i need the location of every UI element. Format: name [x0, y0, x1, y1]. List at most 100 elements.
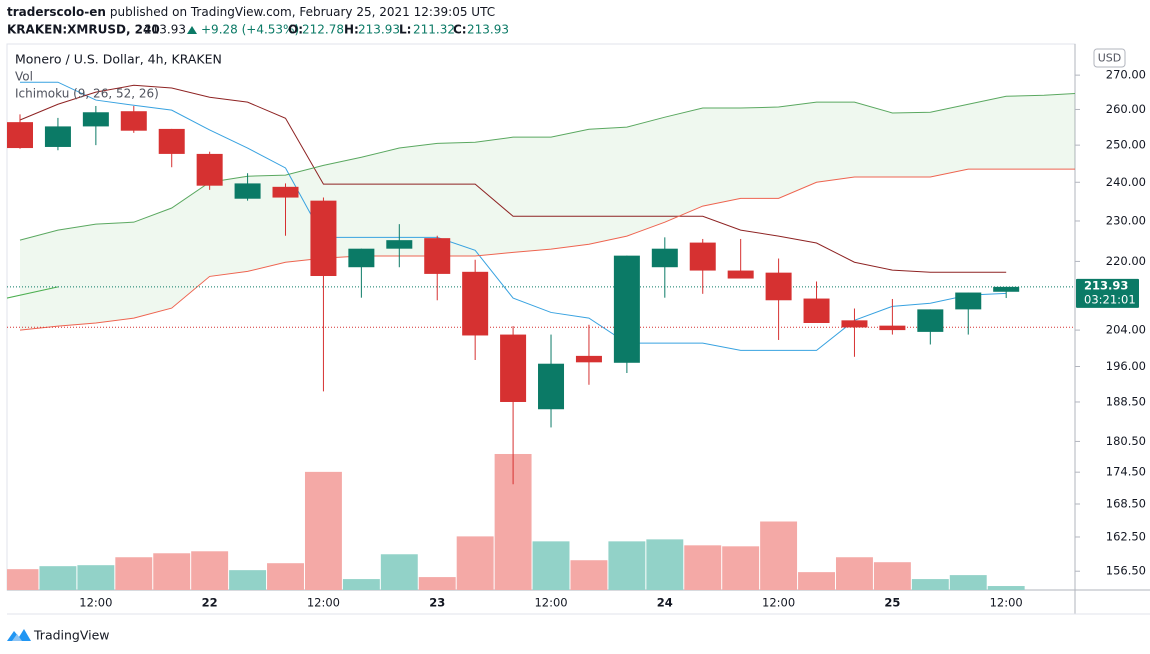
- volume-bar: [608, 541, 646, 590]
- volume-bar: [684, 545, 722, 590]
- volume-bar: [911, 579, 949, 590]
- x-tick-label: 24: [657, 596, 673, 610]
- volume-bar: [7, 569, 39, 590]
- candle-body: [993, 286, 1020, 292]
- y-tick-label: 260.00: [1106, 102, 1146, 116]
- ohlc-value: 213.93: [467, 23, 509, 37]
- currency-label[interactable]: USD: [1098, 52, 1122, 65]
- ichimoku-line: [7, 286, 59, 299]
- x-tick-label: 22: [202, 596, 218, 610]
- y-tick-label: 270.00: [1106, 68, 1146, 82]
- author: traderscolo-en: [7, 5, 106, 19]
- ohlc-value: 211.32: [413, 23, 455, 37]
- candle-body: [917, 309, 944, 332]
- volume-bar: [646, 539, 684, 590]
- ohlc-label: H:: [344, 23, 359, 37]
- x-tick-label: 23: [429, 596, 445, 610]
- y-tick-label: 230.00: [1106, 213, 1146, 227]
- candle-body: [120, 111, 147, 131]
- volume-bar: [304, 471, 342, 590]
- header-line: traderscolo-en published on TradingView.c…: [7, 5, 495, 19]
- volume-bar: [39, 566, 77, 590]
- y-tick-label: 240.00: [1106, 175, 1146, 189]
- volume-bar: [418, 577, 456, 590]
- x-tick-label: 25: [884, 596, 900, 610]
- y-tick-label: 188.50: [1106, 394, 1146, 408]
- volume-bar: [798, 572, 835, 590]
- candle-body: [727, 270, 754, 279]
- indicator-label: Ichimoku (9, 26, 52, 26): [15, 87, 159, 101]
- candle-body: [7, 122, 33, 149]
- volume-bar: [342, 579, 380, 590]
- ichimoku-line: [19, 84, 1007, 273]
- x-tick-label: 12:00: [534, 596, 567, 610]
- y-tick-label: 174.50: [1106, 465, 1146, 479]
- ichimoku-cloud: [20, 93, 1075, 331]
- x-tick-label: 12:00: [990, 596, 1023, 610]
- ohlc-label: O:: [288, 23, 303, 37]
- chart-title: Monero / U.S. Dollar, 4h, KRAKEN: [15, 52, 222, 67]
- candle-body: [386, 240, 413, 249]
- ichimoku-line: [19, 93, 1075, 241]
- up-arrow: [187, 26, 197, 34]
- volume-bar: [456, 536, 494, 590]
- candle-body: [500, 334, 527, 402]
- y-tick-label: 204.00: [1106, 323, 1146, 337]
- currency-badge[interactable]: [1093, 48, 1126, 68]
- ohlc-value: 213.93: [358, 23, 400, 37]
- y-tick-label: 220.00: [1106, 254, 1146, 268]
- countdown-label: 03:21:01: [1084, 292, 1136, 306]
- candle-body: [44, 126, 71, 147]
- candle-body: [462, 271, 489, 336]
- volume-bar: [153, 553, 191, 590]
- x-tick-label: 12:00: [307, 596, 340, 610]
- symbol: KRAKEN:XMRUSD, 240: [7, 23, 160, 37]
- candle-body: [613, 255, 640, 363]
- x-tick-label: 12:00: [762, 596, 795, 610]
- candle-body: [82, 112, 109, 127]
- y-tick-label: 168.50: [1106, 497, 1146, 511]
- candle-body: [803, 298, 830, 323]
- candle-body: [841, 320, 868, 328]
- published: published on TradingView.com, February 2…: [110, 5, 495, 19]
- volume-bar: [760, 521, 798, 590]
- volume-bar: [532, 541, 570, 590]
- candle-body: [689, 242, 716, 271]
- candle-body: [272, 186, 299, 198]
- volume-bar: [115, 557, 153, 590]
- candle-body: [538, 363, 565, 410]
- volume-bar: [949, 575, 987, 590]
- y-tick-label: 250.00: [1106, 138, 1146, 152]
- ohlc-label: C:: [453, 23, 467, 37]
- volume-bar: [873, 562, 911, 590]
- volume-bar: [722, 546, 760, 590]
- y-tick-label: 196.00: [1106, 359, 1146, 373]
- candle-body: [765, 272, 792, 301]
- candle-body: [310, 200, 337, 277]
- candle-body: [348, 248, 375, 268]
- volume-bar: [570, 560, 608, 590]
- indicator-label: Vol: [15, 70, 33, 84]
- y-tick-label: 180.50: [1106, 434, 1146, 448]
- price-axis: 270.00 260.00 250.00 240.00 230.00 220.00 204.…: [1075, 68, 1146, 578]
- last-price-badge: [1076, 278, 1139, 308]
- change: +9.28 (+4.53%): [201, 23, 299, 37]
- candle-body: [158, 128, 185, 154]
- candle-body: [955, 292, 982, 310]
- volume-bar: [191, 551, 229, 590]
- ichimoku-line: [20, 81, 1007, 351]
- last-price: 213.93: [144, 23, 186, 37]
- last-price-label: 213.93: [1084, 278, 1128, 292]
- x-tick-label: 12:00: [79, 596, 112, 610]
- logo: [7, 629, 31, 641]
- candle-body: [196, 153, 223, 186]
- ohlc: O: 212.78 H: 213.93 L: 211.32C: 213.93: [288, 23, 509, 37]
- plot: [7, 81, 1075, 590]
- volume-bar: [229, 570, 267, 590]
- candle-body: [424, 238, 451, 274]
- ohlc-value: 212.78: [302, 23, 344, 37]
- y-tick-label: 162.50: [1106, 529, 1146, 543]
- volume-bar: [380, 554, 418, 590]
- candle-body: [879, 325, 906, 331]
